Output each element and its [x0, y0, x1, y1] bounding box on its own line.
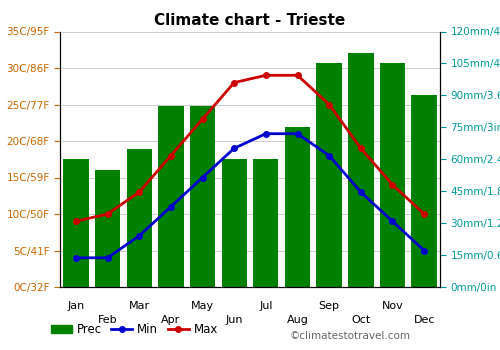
Bar — [348, 53, 374, 287]
Text: Aug: Aug — [286, 315, 308, 325]
Title: Climate chart - Trieste: Climate chart - Trieste — [154, 13, 346, 28]
Bar — [285, 127, 310, 287]
Bar — [412, 95, 437, 287]
Bar — [158, 106, 184, 287]
Bar — [222, 159, 247, 287]
Text: Nov: Nov — [382, 301, 404, 311]
Text: Jul: Jul — [259, 301, 272, 311]
Text: Feb: Feb — [98, 315, 117, 325]
Bar — [190, 106, 215, 287]
Text: Dec: Dec — [414, 315, 435, 325]
Bar — [95, 170, 120, 287]
Text: Sep: Sep — [318, 301, 340, 311]
Text: Jun: Jun — [226, 315, 243, 325]
Text: Oct: Oct — [351, 315, 370, 325]
Text: Mar: Mar — [128, 301, 150, 311]
Bar — [126, 149, 152, 287]
Bar — [316, 63, 342, 287]
Bar — [380, 63, 405, 287]
Text: May: May — [191, 301, 214, 311]
Text: Jan: Jan — [67, 301, 84, 311]
Bar — [63, 159, 88, 287]
Text: ©climatestotravel.com: ©climatestotravel.com — [290, 331, 411, 341]
Text: Apr: Apr — [161, 315, 180, 325]
Bar — [253, 159, 278, 287]
Legend: Prec, Min, Max: Prec, Min, Max — [46, 318, 222, 341]
